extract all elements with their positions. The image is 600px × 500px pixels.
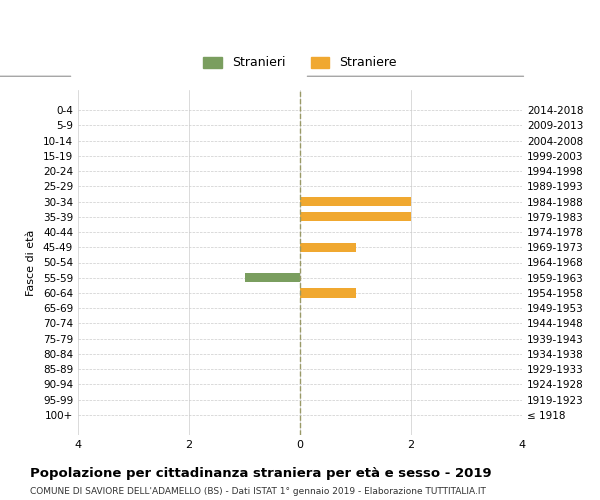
- Y-axis label: Fasce di età: Fasce di età: [26, 230, 36, 296]
- Text: Popolazione per cittadinanza straniera per età e sesso - 2019: Popolazione per cittadinanza straniera p…: [30, 468, 491, 480]
- Bar: [300, 242, 355, 252]
- Bar: [300, 197, 411, 206]
- Text: COMUNE DI SAVIORE DELL'ADAMELLO (BS) - Dati ISTAT 1° gennaio 2019 - Elaborazione: COMUNE DI SAVIORE DELL'ADAMELLO (BS) - D…: [30, 488, 486, 496]
- Bar: [300, 288, 355, 298]
- Legend: Stranieri, Straniere: Stranieri, Straniere: [198, 52, 402, 74]
- Bar: [300, 212, 411, 222]
- Bar: [245, 273, 300, 282]
